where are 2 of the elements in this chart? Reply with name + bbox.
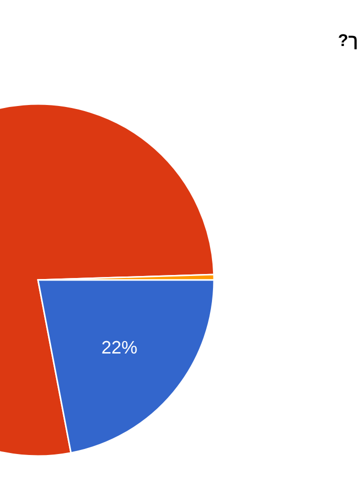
text: ?ך xyxy=(338,31,358,50)
data-label: 22% xyxy=(101,337,138,358)
